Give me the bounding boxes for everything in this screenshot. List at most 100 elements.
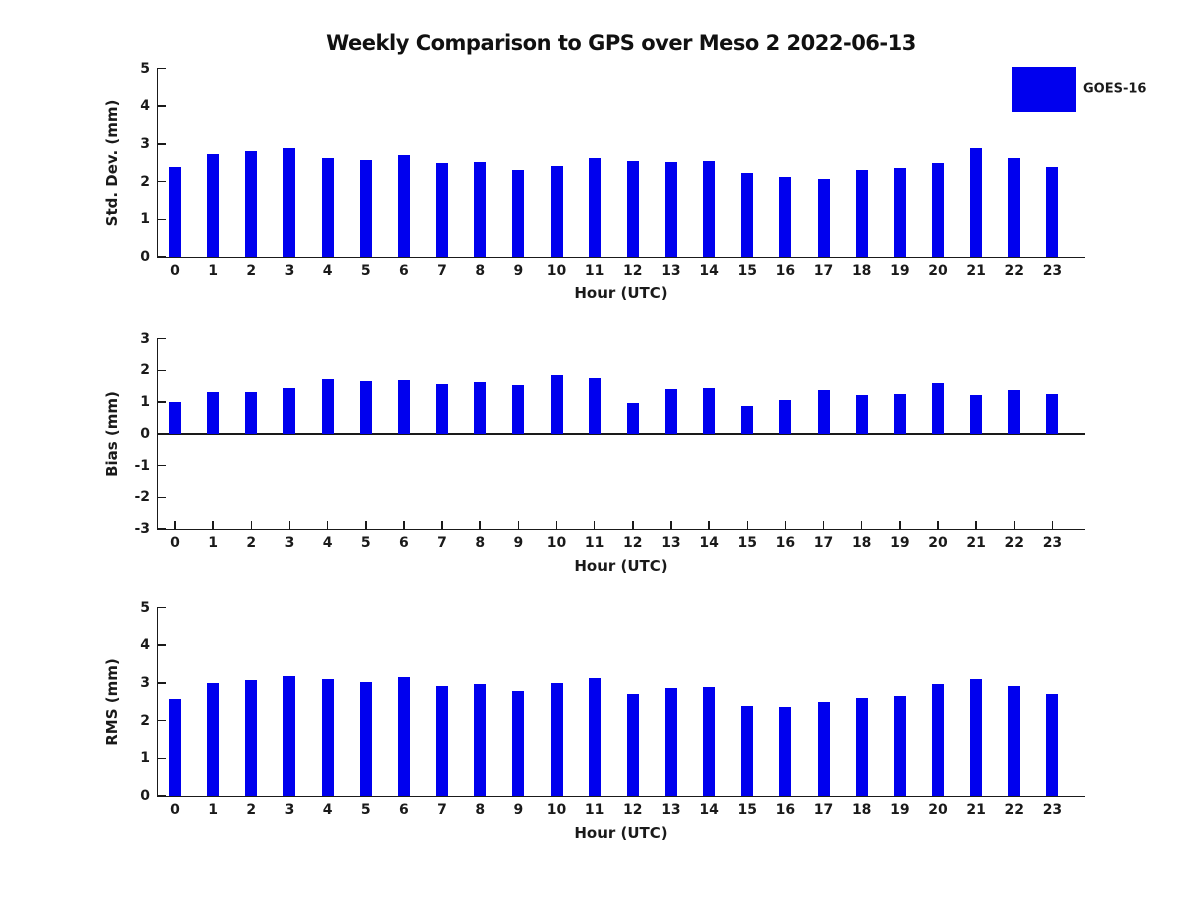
x-tick-label: 15 (737, 263, 757, 279)
bar-hour-14 (703, 388, 716, 434)
x-tick-label: 10 (546, 263, 567, 279)
y-tick-mark (158, 757, 166, 760)
bar-hour-10 (550, 165, 563, 257)
y-tick-mark (158, 401, 166, 403)
y-tick-mark (158, 218, 166, 221)
x-tick-mark (403, 521, 405, 529)
y-tick-label: 3 (140, 330, 150, 347)
x-axis-label-rms: Hour (UTC) (574, 824, 668, 842)
x-axis-label-bias: Hour (UTC) (574, 557, 668, 575)
x-tick-label: 1 (208, 263, 219, 279)
bar-hour-4 (321, 379, 334, 434)
x-tick-label: 21 (966, 263, 986, 279)
bar-hour-20 (932, 684, 944, 796)
bar-hour-12 (626, 402, 639, 434)
bar-hour-1 (207, 154, 220, 257)
x-tick-label: 22 (1004, 263, 1025, 279)
legend-label-goes16: GOES-16 (1083, 81, 1147, 97)
x-tick-label: 23 (1042, 263, 1063, 279)
x-tick-label: 19 (890, 535, 910, 551)
bar-hour-2 (245, 151, 258, 257)
y-tick-label: 3 (140, 135, 150, 152)
y-tick-mark (158, 180, 166, 183)
bar-hour-13 (664, 388, 677, 434)
x-tick-label: 7 (437, 263, 447, 279)
y-axis-label-rms: RMS (mm) (103, 658, 121, 746)
bar-hour-15 (741, 706, 754, 796)
x-tick-label: 20 (928, 802, 948, 818)
bar-hour-21 (970, 679, 983, 796)
legend-swatch-goes16 (1012, 67, 1076, 112)
y-tick-label: -2 (134, 489, 150, 506)
x-tick-label: 13 (661, 535, 681, 551)
x-tick-mark (975, 521, 977, 529)
y-tick-label: 4 (140, 637, 150, 654)
x-tick-label: 9 (513, 802, 524, 818)
bar-hour-15 (741, 173, 754, 257)
bar-hour-7 (436, 383, 449, 434)
y-tick-mark (158, 67, 166, 70)
bar-hour-8 (474, 683, 487, 796)
bar-hour-2 (245, 679, 258, 796)
y-tick-label: 2 (140, 173, 150, 190)
bar-hour-5 (359, 160, 372, 257)
x-tick-label: 8 (475, 535, 486, 551)
x-tick-label: 16 (775, 802, 796, 818)
x-tick-label: 9 (513, 263, 524, 279)
x-tick-label: 22 (1004, 535, 1025, 551)
bar-hour-4 (321, 678, 334, 796)
bar-hour-14 (703, 686, 716, 796)
bar-hour-4 (321, 158, 334, 257)
x-tick-label: 11 (584, 802, 605, 818)
bar-hour-21 (970, 148, 983, 257)
x-tick-label: 12 (623, 535, 643, 551)
x-tick-label: 19 (890, 802, 910, 818)
bar-hour-8 (474, 162, 487, 257)
x-tick-label: 8 (475, 802, 486, 818)
x-tick-mark (517, 521, 520, 529)
bar-hour-19 (893, 696, 906, 796)
x-tick-mark (174, 521, 176, 529)
x-tick-mark (899, 521, 901, 529)
y-tick-label: 2 (140, 362, 150, 379)
x-tick-label: 15 (737, 535, 757, 551)
bar-hour-22 (1008, 158, 1021, 257)
x-tick-mark (746, 521, 748, 529)
bar-hour-13 (664, 687, 677, 796)
x-tick-mark (937, 521, 939, 529)
x-tick-label: 10 (546, 535, 567, 551)
chart-title: Weekly Comparison to GPS over Meso 2 202… (326, 31, 916, 55)
x-tick-label: 13 (661, 263, 681, 279)
x-tick-label: 20 (928, 535, 948, 551)
y-tick-label: 0 (140, 788, 150, 804)
x-tick-mark (288, 521, 291, 529)
y-tick-label: -3 (134, 521, 150, 537)
x-tick-label: 14 (699, 802, 719, 818)
bar-hour-22 (1008, 389, 1021, 434)
y-tick-label: 0 (140, 249, 150, 265)
x-tick-mark (441, 521, 443, 529)
bar-hour-22 (1008, 685, 1021, 796)
bar-hour-23 (1046, 694, 1059, 796)
x-tick-label: 1 (208, 802, 219, 818)
x-tick-label: 0 (170, 802, 180, 818)
x-tick-label: 12 (623, 802, 643, 818)
y-tick-mark (158, 682, 166, 684)
bar-hour-2 (245, 391, 258, 434)
bar-hour-16 (779, 400, 792, 434)
bar-hour-5 (359, 380, 372, 434)
bar-hour-18 (855, 169, 868, 257)
x-tick-label: 17 (813, 802, 834, 818)
x-tick-mark (784, 521, 787, 529)
bar-hour-12 (626, 161, 639, 257)
y-tick-label: 3 (140, 674, 150, 691)
bar-hour-16 (779, 707, 792, 796)
x-tick-label: 2 (246, 802, 257, 818)
plot-area-bias: -3 -2 -1 0 1 2 3 0 1 2 3 4 5 6 7 8 9 10 11 12 13 14 15 16 17 18 19… (134, 331, 1085, 551)
bar-hour-11 (588, 678, 601, 796)
x-tick-label: 22 (1004, 802, 1025, 818)
bar-hour-9 (512, 691, 525, 796)
y-tick-mark (158, 528, 166, 530)
x-tick-label: 14 (699, 535, 719, 551)
bar-hour-18 (855, 697, 868, 796)
